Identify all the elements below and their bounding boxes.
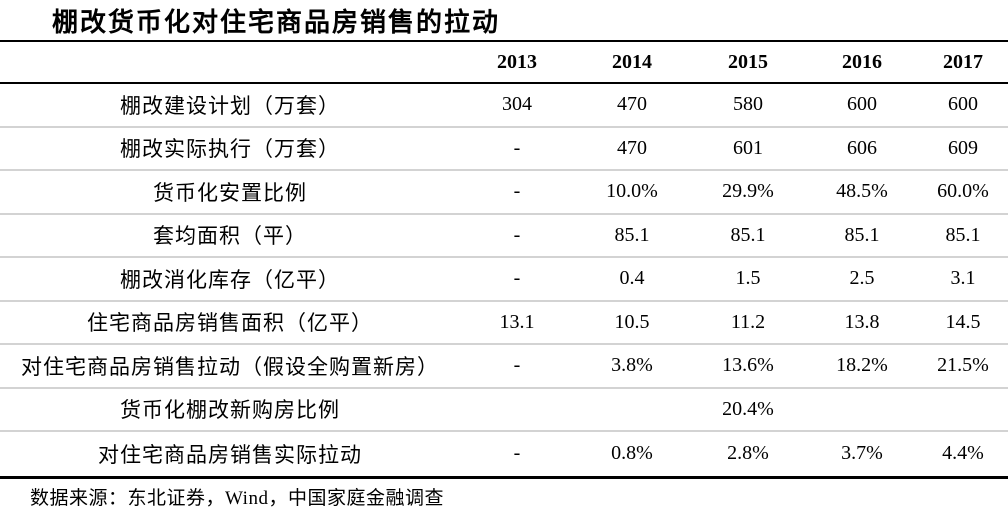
value-cell: 0.8% <box>611 442 653 465</box>
value-cell: - <box>513 354 521 377</box>
value-cell: 18.2% <box>836 354 888 377</box>
value-cell: 0.4 <box>619 267 645 290</box>
row-label: 对住宅商品房销售实际拉动 <box>98 442 362 467</box>
value-cell: 1.5 <box>735 267 761 290</box>
value-cell: 85.1 <box>730 223 766 246</box>
row-label: 棚改消化库存（亿平） <box>120 267 340 292</box>
value-cell: 470 <box>617 136 647 159</box>
value-cell: 601 <box>733 136 763 159</box>
row-label: 对住宅商品房销售拉动（假设全购置新房） <box>21 354 439 379</box>
source-bar: 数据来源：东北证券，Wind，中国家庭金融调查 <box>0 475 1008 514</box>
value-cell: 11.2 <box>730 310 766 333</box>
table-row: 对住宅商品房销售实际拉动 - 0.8% 2.8% 3.7% 4.4% <box>0 432 1008 476</box>
table-body: 棚改建设计划（万套） 304 470 580 600 600 棚改实际执行（万套） - 470 6… <box>0 84 1008 476</box>
value-cell: 606 <box>847 136 877 159</box>
year-header-2014: 2014 <box>612 50 652 73</box>
value-cell: - <box>513 223 521 246</box>
value-cell: 14.5 <box>945 310 981 333</box>
value-cell: - <box>513 442 521 465</box>
row-label: 货币化安置比例 <box>153 180 307 205</box>
value-cell: - <box>513 267 521 290</box>
row-label: 住宅商品房销售面积（亿平） <box>87 311 373 336</box>
value-cell: 60.0% <box>937 180 989 203</box>
row-label: 棚改建设计划（万套） <box>120 93 340 118</box>
value-cell: - <box>513 136 521 159</box>
table-row: 套均面积（平） - 85.1 85.1 85.1 85.1 <box>0 215 1008 258</box>
value-cell: - <box>513 180 521 203</box>
year-header-2015: 2015 <box>728 50 768 73</box>
value-cell: 600 <box>847 93 877 116</box>
value-cell: 2.5 <box>849 267 875 290</box>
table-row: 棚改实际执行（万套） - 470 601 606 609 <box>0 128 1008 171</box>
value-cell: 3.7% <box>841 442 883 465</box>
value-cell: 20.4% <box>722 397 774 420</box>
value-cell: 21.5% <box>937 354 989 377</box>
value-cell: 600 <box>948 93 978 116</box>
value-cell: 85.1 <box>614 223 650 246</box>
value-cell: 85.1 <box>945 223 981 246</box>
source-note: 数据来源：东北证券，Wind，中国家庭金融调查 <box>30 487 444 509</box>
value-cell: 4.4% <box>942 442 984 465</box>
value-cell: 3.1 <box>950 267 976 290</box>
table-row: 货币化安置比例 - 10.0% 29.9% 48.5% 60.0% <box>0 171 1008 215</box>
year-header-2016: 2016 <box>842 50 882 73</box>
table-title: 棚改货币化对住宅商品房销售的拉动 <box>52 7 501 37</box>
value-cell: 2.8% <box>727 442 769 465</box>
table-row: 货币化棚改新购房比例 20.4% <box>0 389 1008 432</box>
value-cell: 580 <box>733 93 763 116</box>
row-label: 棚改实际执行（万套） <box>120 137 340 162</box>
table-row: 棚改消化库存（亿平） - 0.4 1.5 2.5 3.1 <box>0 258 1008 302</box>
year-header-2013: 2013 <box>497 50 537 73</box>
value-cell: 470 <box>617 93 647 116</box>
row-label: 货币化棚改新购房比例 <box>120 398 340 423</box>
value-cell: 609 <box>948 136 978 159</box>
value-cell: 13.1 <box>499 310 535 333</box>
value-cell: 13.8 <box>844 310 880 333</box>
table-row: 住宅商品房销售面积（亿平） 13.1 10.5 11.2 13.8 14.5 <box>0 302 1008 345</box>
table-title-bar: 棚改货币化对住宅商品房销售的拉动 <box>0 0 1008 42</box>
value-cell: 85.1 <box>844 223 880 246</box>
value-cell: 10.5 <box>614 310 650 333</box>
value-cell: 29.9% <box>722 180 774 203</box>
year-header-row: 2013 2014 2015 2016 2017 <box>0 42 1008 84</box>
row-label: 套均面积（平） <box>153 224 307 249</box>
value-cell: 48.5% <box>836 180 888 203</box>
value-cell: 10.0% <box>606 180 658 203</box>
value-cell: 304 <box>502 93 532 116</box>
year-header-2017: 2017 <box>943 50 983 73</box>
table-row: 棚改建设计划（万套） 304 470 580 600 600 <box>0 84 1008 128</box>
value-cell: 3.8% <box>611 354 653 377</box>
data-table: 2013 2014 2015 2016 2017 棚改建设计划（万套） 304 470 580… <box>0 42 1008 476</box>
value-cell: 13.6% <box>722 354 774 377</box>
table-row: 对住宅商品房销售拉动（假设全购置新房） - 3.8% 13.6% 18.2% 21.5% <box>0 345 1008 389</box>
